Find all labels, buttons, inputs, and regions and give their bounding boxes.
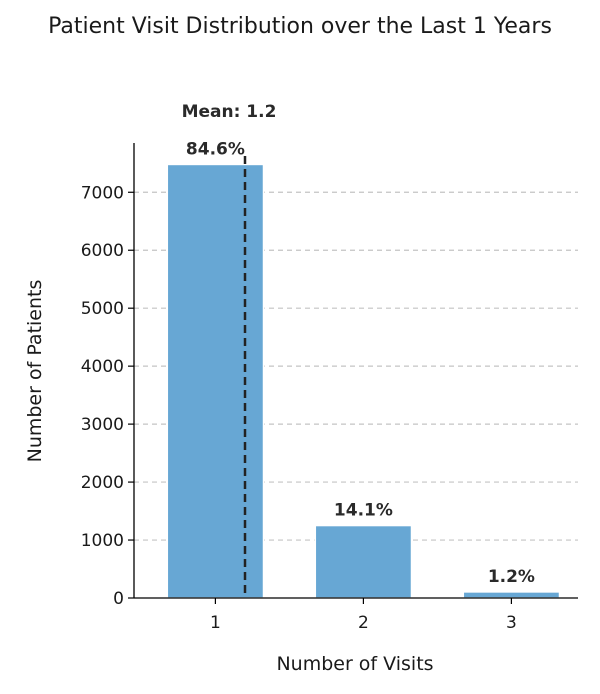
data-label: 14.1% xyxy=(334,501,393,521)
data-labels: 84.6% 14.1% 1.2% xyxy=(186,139,535,586)
tick-labels: 0 1000 2000 3000 4000 5000 6000 7000 1 2 3 xyxy=(81,183,517,633)
y-tick-label: 5000 xyxy=(81,299,124,319)
chart-title: Patient Visit Distribution over the Last… xyxy=(48,14,552,39)
data-label: 1.2% xyxy=(488,567,535,587)
bar xyxy=(166,163,265,599)
y-tick-label: 4000 xyxy=(81,357,124,377)
data-label: 84.6% xyxy=(186,139,245,159)
x-tick-label: 1 xyxy=(210,613,221,633)
mean-label: Mean: 1.2 xyxy=(182,102,277,122)
x-tick-label: 3 xyxy=(506,613,517,633)
y-tick-label: 0 xyxy=(113,589,124,609)
y-tick-label: 2000 xyxy=(81,473,124,493)
bar xyxy=(314,524,413,599)
y-tick-label: 7000 xyxy=(81,183,124,203)
y-tick-label: 6000 xyxy=(81,241,124,261)
y-tick-label: 3000 xyxy=(81,415,124,435)
y-tick-label: 1000 xyxy=(81,531,124,551)
bars xyxy=(166,163,561,599)
y-axis-label: Number of Patients xyxy=(24,280,46,463)
axes xyxy=(133,143,578,599)
x-tick-label: 2 xyxy=(358,613,369,633)
x-axis-label: Number of Visits xyxy=(276,653,433,675)
bar xyxy=(462,591,561,599)
mean-marker: Mean: 1.2 xyxy=(182,102,277,598)
